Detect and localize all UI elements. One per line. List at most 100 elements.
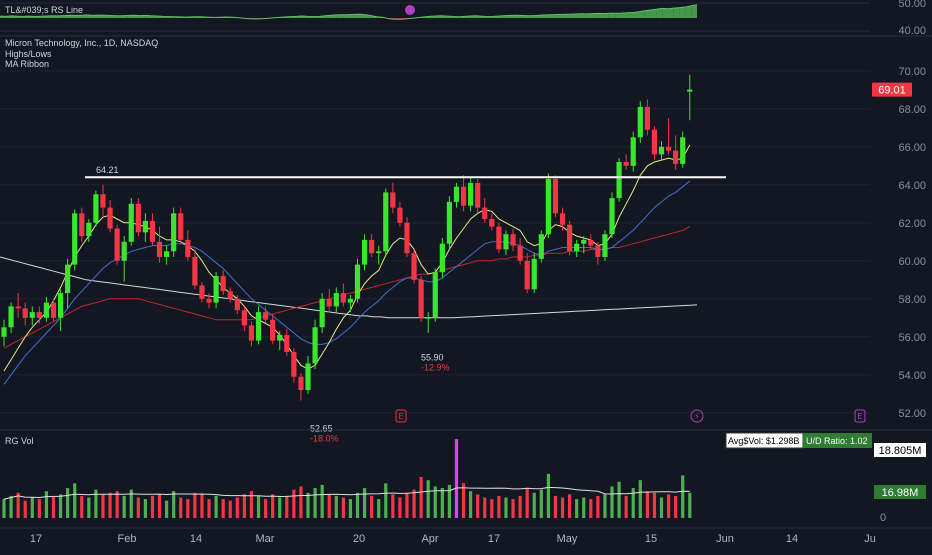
candle[interactable] [630,131,636,172]
candle[interactable] [312,319,318,370]
candle[interactable] [227,287,233,303]
candle[interactable] [651,125,658,161]
candle[interactable] [284,329,290,356]
candle[interactable] [496,222,502,254]
candle[interactable] [86,219,92,242]
candle[interactable] [135,198,141,237]
candle[interactable] [50,298,57,322]
candle[interactable] [248,321,255,347]
candle[interactable] [72,209,78,271]
candle[interactable] [206,293,212,309]
candle[interactable] [192,249,198,290]
candle[interactable] [510,228,516,252]
rs-line-pane[interactable]: TL&#039;s RS Line 50.00 40.00 [0,0,926,37]
candle[interactable] [36,306,42,324]
candle[interactable] [439,238,445,278]
candle[interactable] [545,173,551,238]
candle[interactable] [673,135,679,170]
candle[interactable] [1,319,7,347]
candle[interactable] [291,348,297,383]
candle[interactable] [559,207,566,231]
candle[interactable] [255,306,262,345]
candle[interactable] [482,198,488,223]
candle[interactable] [411,249,417,284]
candle[interactable] [171,207,177,257]
candle[interactable] [43,296,50,322]
candle[interactable] [333,287,339,313]
candle[interactable] [397,201,403,227]
candle[interactable] [588,234,594,250]
candle[interactable] [418,276,424,322]
candle[interactable] [57,289,64,332]
candle[interactable] [107,200,113,233]
candle[interactable] [164,245,170,265]
candle[interactable] [220,270,226,295]
candle[interactable] [347,295,354,313]
candle[interactable] [369,234,375,257]
candle[interactable] [644,99,650,136]
time-axis[interactable]: 17 Feb 14 Mar 20 Apr 17 May 15 Jun 14 Ju [0,527,932,545]
candle[interactable] [432,268,438,322]
candle[interactable] [22,302,28,326]
candle[interactable] [503,230,509,256]
candle[interactable] [460,175,467,212]
candle[interactable] [199,281,205,303]
candle[interactable] [213,272,219,309]
candle[interactable] [354,258,361,303]
candle[interactable] [609,192,615,238]
candle[interactable] [623,154,629,170]
candle[interactable] [298,372,304,401]
candle[interactable] [475,179,481,214]
candle[interactable] [79,207,85,242]
candle[interactable] [538,230,544,263]
candle[interactable] [468,177,474,212]
candle[interactable] [517,238,523,265]
earnings-marker-apr[interactable]: E [395,409,407,423]
candle[interactable] [305,355,311,394]
candle[interactable] [595,241,601,265]
candle[interactable] [383,188,389,256]
candle[interactable] [326,289,332,313]
candle[interactable] [234,295,240,314]
candle[interactable] [687,74,693,121]
candle[interactable] [531,253,537,294]
candle[interactable] [361,234,368,271]
candle[interactable] [156,226,163,263]
candle[interactable] [8,302,14,333]
candle[interactable] [489,213,495,231]
candle[interactable] [178,207,184,244]
candle[interactable] [637,101,643,143]
candle[interactable] [241,306,247,332]
candle[interactable] [93,190,99,227]
candle[interactable] [121,236,127,282]
candle[interactable] [29,306,35,326]
dividend-marker[interactable]: ⚡ [690,409,704,423]
candle[interactable] [376,245,382,265]
candle[interactable] [665,118,672,155]
candle[interactable] [277,331,283,351]
candle[interactable] [616,158,622,202]
earnings-marker-jun[interactable]: E [854,409,866,423]
candle[interactable] [319,293,325,333]
candle[interactable] [524,253,530,294]
price-axis[interactable]: 70.00 68.00 66.00 64.00 62.00 60.00 58.00 56.00… [898,66,926,420]
candle[interactable] [404,217,410,257]
candle[interactable] [185,230,191,261]
candle[interactable] [149,213,156,246]
candle[interactable] [581,236,587,254]
event-markers[interactable]: E ⚡ E [395,409,866,423]
candle[interactable] [390,182,396,214]
candle[interactable] [574,239,580,257]
candle[interactable] [262,306,269,324]
volume-pane[interactable]: RG Vol Avg$Vol: $1.298B U/D Ratio: 1.02 … [2,432,926,524]
candle[interactable] [100,184,106,218]
candle[interactable] [602,230,608,261]
candle[interactable] [142,213,148,242]
candle[interactable] [340,283,346,307]
candle[interactable] [552,175,559,218]
candle[interactable] [270,314,276,345]
candle[interactable] [128,198,134,246]
candle[interactable] [658,141,665,161]
candle[interactable] [65,258,71,309]
